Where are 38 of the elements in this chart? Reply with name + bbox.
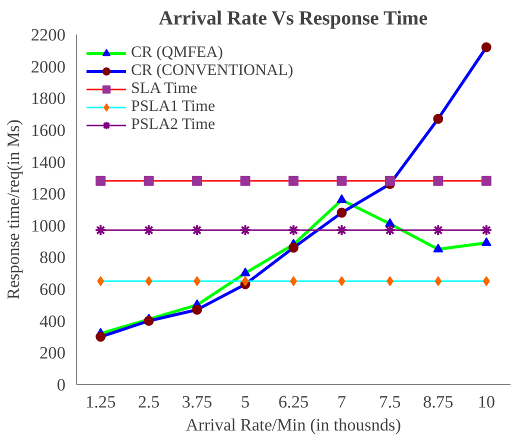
point	[288, 224, 300, 236]
x-tick-label: 5	[240, 392, 250, 412]
legend-label: PSLA1 Time	[131, 98, 216, 116]
y-tick-label: 1800	[30, 89, 66, 108]
x-tick-label: 2.5	[138, 392, 160, 412]
y-tick-label: 1400	[30, 152, 66, 172]
point	[239, 224, 252, 236]
x-tick-label: 3.75	[182, 392, 212, 412]
x-tick-label: 10	[478, 392, 496, 412]
y-tick-label: 2200	[30, 26, 66, 44]
point	[191, 224, 204, 236]
y-tick-label: 1000	[30, 216, 66, 236]
point	[142, 224, 155, 236]
y-tick-label: 2000	[30, 57, 66, 76]
point	[384, 224, 396, 236]
x-tick-label: 1.25	[85, 392, 116, 412]
y-tick-label: 600	[40, 280, 66, 300]
y-tick-label: 0	[56, 376, 66, 394]
point	[432, 224, 444, 236]
y-axis-title: Response time/req(in Ms)	[4, 119, 23, 300]
point	[480, 224, 492, 236]
x-tick-label: 7.5	[379, 392, 401, 412]
point	[336, 224, 348, 236]
x-tick-label: 6.25	[278, 392, 309, 412]
x-tick-label: 7	[337, 392, 346, 412]
y-tick-label: 1200	[30, 184, 66, 204]
legend-label: PSLA2 Time	[131, 116, 216, 134]
y-tick-label: 200	[40, 344, 66, 363]
legend-label: CR (QMFEA)	[131, 44, 224, 62]
legend-label: CR (CONVENTIONAL)	[131, 62, 294, 80]
x-tick-label: 8.75	[423, 392, 454, 412]
y-tick-label: 1600	[30, 120, 66, 140]
chart-title: Arrival Rate Vs Response Time	[158, 8, 428, 30]
y-tick-label: 800	[40, 248, 66, 268]
y-tick-label: 400	[40, 312, 66, 331]
point	[94, 224, 107, 236]
x-axis-title: Arrival Rate/Min (in thousnds)	[186, 416, 402, 434]
legend-label: SLA Time	[131, 80, 198, 98]
